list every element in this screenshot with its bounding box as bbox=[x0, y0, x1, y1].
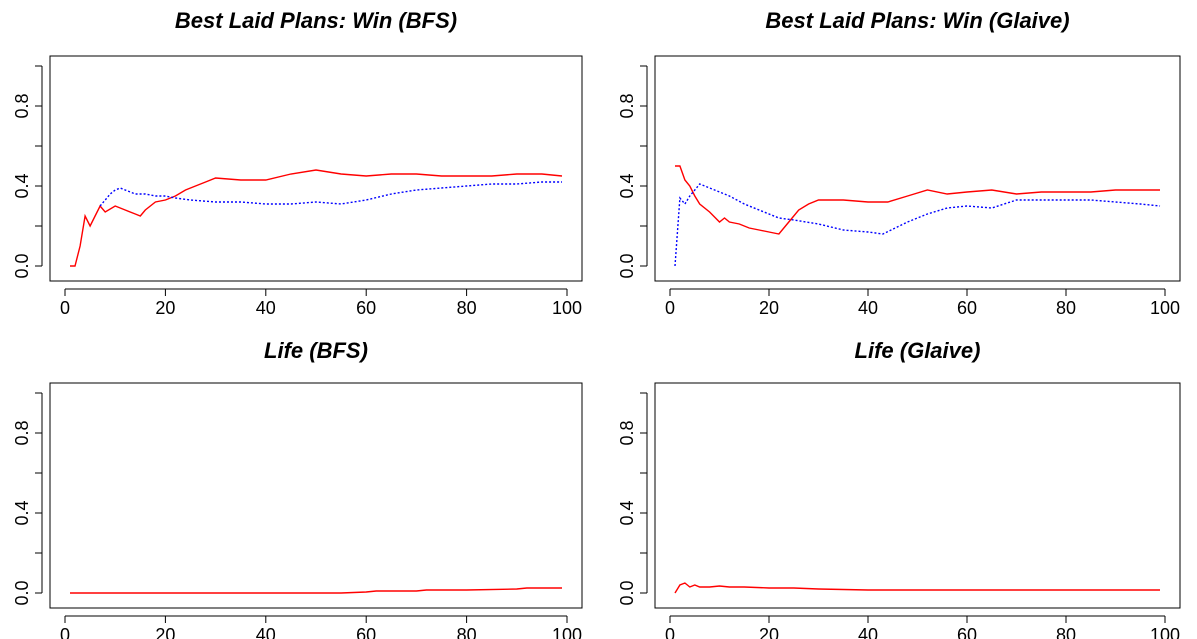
y-tick-label: 0.4 bbox=[617, 500, 637, 525]
x-tick-label: 20 bbox=[759, 625, 779, 639]
series-line-1 bbox=[70, 169, 563, 267]
y-tick-label: 0.8 bbox=[12, 93, 32, 118]
plot-frame bbox=[49, 55, 583, 282]
x-tick-label: 80 bbox=[1056, 298, 1076, 318]
series-line-2 bbox=[99, 181, 562, 207]
x-tick-label: 100 bbox=[552, 625, 582, 639]
y-tick-label: 0.4 bbox=[12, 173, 32, 198]
x-tick-label: 60 bbox=[356, 298, 376, 318]
x-tick-label: 80 bbox=[1056, 625, 1076, 639]
x-tick-label: 40 bbox=[256, 625, 276, 639]
plot-frame bbox=[654, 55, 1181, 282]
series-line-2 bbox=[674, 183, 1161, 267]
chart-title: Life (BFS) bbox=[264, 338, 368, 363]
y-tick-label: 0.0 bbox=[12, 253, 32, 278]
x-tick-label: 20 bbox=[759, 298, 779, 318]
y-tick-label: 0.8 bbox=[617, 420, 637, 445]
chart-panel-3: Life (BFS) 0 20 40 60 80 100 0.0 0.4 0.8 bbox=[12, 338, 583, 639]
x-tick-label: 40 bbox=[858, 298, 878, 318]
x-tick-label: 60 bbox=[356, 625, 376, 639]
y-tick-label: 0.0 bbox=[12, 580, 32, 605]
x-tick-label: 40 bbox=[256, 298, 276, 318]
x-tick-label: 60 bbox=[957, 625, 977, 639]
series-line-1 bbox=[674, 582, 1160, 594]
series-line-1 bbox=[675, 165, 1160, 235]
y-tick-label: 0.8 bbox=[12, 420, 32, 445]
x-tick-label: 0 bbox=[665, 298, 675, 318]
chart-panel-1: Best Laid Plans: Win (BFS) 0 20 40 60 80 100 0.… bbox=[12, 8, 583, 318]
x-tick-label: 0 bbox=[60, 625, 70, 639]
chart-title: Life (Glaive) bbox=[855, 338, 981, 363]
x-tick-label: 100 bbox=[1150, 625, 1180, 639]
x-tick-label: 100 bbox=[552, 298, 582, 318]
y-tick-label: 0.0 bbox=[617, 580, 637, 605]
x-tick-label: 100 bbox=[1150, 298, 1180, 318]
plot-frame bbox=[49, 382, 583, 609]
x-tick-label: 60 bbox=[957, 298, 977, 318]
chart-panel-2: Best Laid Plans: Win (Glaive) 0 20 40 60 80 10… bbox=[617, 8, 1181, 318]
x-tick-label: 20 bbox=[155, 625, 175, 639]
chart-title: Best Laid Plans: Win (Glaive) bbox=[765, 8, 1069, 33]
y-tick-label: 0.4 bbox=[617, 173, 637, 198]
y-tick-label: 0.4 bbox=[12, 500, 32, 525]
y-tick-label: 0.0 bbox=[617, 253, 637, 278]
chart-title: Best Laid Plans: Win (BFS) bbox=[175, 8, 457, 33]
x-tick-label: 80 bbox=[457, 298, 477, 318]
x-tick-label: 0 bbox=[60, 298, 70, 318]
plot-frame bbox=[654, 382, 1181, 609]
x-tick-label: 40 bbox=[858, 625, 878, 639]
x-tick-label: 0 bbox=[665, 625, 675, 639]
y-tick-label: 0.8 bbox=[617, 93, 637, 118]
x-tick-label: 20 bbox=[155, 298, 175, 318]
x-tick-label: 80 bbox=[457, 625, 477, 639]
chart-panel-4: Life (Glaive) 0 20 40 60 80 100 0.0 0.4 0.8 bbox=[617, 338, 1181, 639]
series-line-1 bbox=[70, 587, 562, 594]
